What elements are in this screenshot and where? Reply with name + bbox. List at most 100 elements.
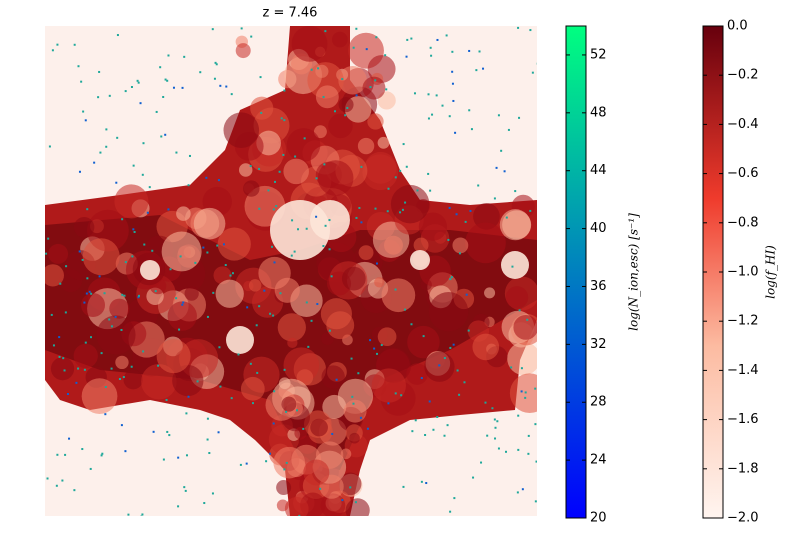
blob [343,399,367,423]
source-speck [436,416,439,419]
blob [50,357,75,381]
source-speck [116,34,119,37]
source-speck [138,294,141,297]
source-speck [534,387,537,390]
source-speck [84,341,87,344]
source-speck [237,353,240,356]
blob [213,266,232,285]
source-speck [445,34,448,37]
source-speck [169,268,172,271]
source-speck [260,111,263,114]
source-speck [183,486,186,489]
source-speck [365,48,368,51]
source-speck [291,219,294,222]
blob [338,97,354,113]
blob [115,355,129,370]
source-speck [350,357,353,360]
source-speck [344,114,347,117]
tick-label: 36 [590,279,607,294]
source-speck [81,258,84,261]
colorbar [565,25,587,519]
source-speck [110,367,113,370]
source-speck [477,184,480,187]
source-speck [77,367,80,370]
source-speck [420,480,423,483]
source-speck [469,209,472,212]
source-speck [83,301,86,304]
source-speck [448,115,451,118]
blob [109,298,130,319]
source-speck [217,179,220,182]
source-speck [118,378,121,381]
tick-label: −0.2 [727,68,759,83]
source-speck [503,170,506,173]
source-speck [346,106,349,109]
blob [357,137,375,155]
source-speck [536,62,537,65]
source-speck [73,43,76,46]
tick-label: −1.6 [727,412,759,427]
blob [465,222,506,264]
map-image [45,26,537,516]
blob [332,31,348,48]
source-speck [66,393,69,396]
source-speck [520,390,523,393]
source-speck [183,55,186,58]
blob [328,113,353,139]
blob [338,472,362,496]
source-speck [211,28,214,31]
source-speck [105,145,108,148]
source-speck [275,205,278,208]
source-speck [290,254,293,257]
source-speck [267,189,270,192]
source-speck [98,275,101,278]
source-speck [225,85,228,88]
source-speck [219,84,222,87]
source-speck [139,102,142,105]
tick-label: 24 [590,453,607,468]
source-speck [478,50,481,53]
source-speck [355,216,358,219]
blob [321,365,345,389]
source-speck [282,153,285,156]
blob [248,279,262,292]
source-speck [500,149,503,152]
tick-label: −0.8 [727,215,759,230]
source-speck [355,94,358,97]
source-speck [136,79,139,82]
source-speck [265,460,268,463]
source-speck [222,243,225,246]
blob [362,76,386,100]
source-speck [527,452,530,455]
source-speck [80,80,83,83]
source-speck [496,420,499,423]
source-speck [529,209,532,212]
source-speck [429,189,432,192]
source-speck [319,487,322,490]
blob [250,96,274,120]
source-speck [374,79,377,82]
source-speck [527,434,530,437]
source-speck [219,385,222,388]
source-speck [178,328,181,331]
source-speck [524,391,527,394]
blob [473,203,500,230]
source-speck [384,54,387,57]
blob [193,207,226,240]
source-speck [475,69,478,72]
source-speck [328,329,331,332]
source-speck [429,46,432,49]
source-speck [425,482,428,485]
source-speck [328,248,331,251]
source-speck [167,208,170,211]
source-speck [420,377,423,380]
source-speck [375,262,378,265]
source-speck [278,170,281,173]
source-speck [181,303,184,306]
source-speck [146,211,149,214]
colorbar-label: log(f_HI) [764,245,778,299]
blob [80,292,106,318]
source-speck [137,81,140,84]
source-speck [516,491,519,494]
source-speck [322,95,325,98]
